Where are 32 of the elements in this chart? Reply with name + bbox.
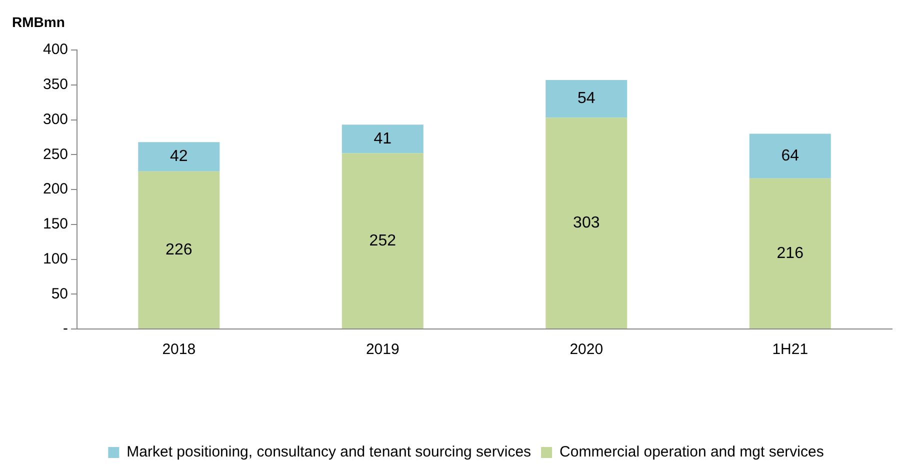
data-label: 226 [166, 241, 192, 258]
bar [749, 178, 831, 328]
legend-label: Commercial operation and mgt services [560, 444, 824, 461]
x-tick-label: 2019 [366, 341, 400, 358]
x-tick-label: 1H21 [772, 341, 808, 358]
bar [138, 171, 220, 328]
legend-label: Market positioning, consultancy and tenant sourcing services [126, 444, 532, 461]
y-tick-label: 50 [51, 285, 68, 302]
bar [546, 80, 628, 118]
bar [342, 153, 424, 328]
bar [749, 134, 831, 178]
data-label: 54 [577, 90, 596, 108]
y-tick-label: 300 [42, 110, 68, 128]
y-tick-label: 250 [42, 146, 68, 163]
bar [138, 142, 220, 172]
bar [342, 124, 424, 154]
y-tick-label: 150 [42, 216, 68, 233]
y-tick-label: 200 [42, 180, 68, 198]
data-label: 41 [374, 130, 392, 148]
y-tick-label: 100 [42, 250, 68, 268]
x-tick-label: 2020 [570, 341, 604, 358]
y-tick-label: - [63, 320, 68, 338]
data-label: 64 [781, 147, 800, 164]
y-tick-label: 400 [42, 41, 68, 58]
data-label: 252 [369, 232, 396, 250]
data-label: 216 [776, 244, 804, 262]
y-tick-label: 350 [42, 76, 68, 94]
y-axis-title: RMBmn [12, 14, 65, 30]
data-label: 303 [573, 214, 600, 232]
x-tick-label: 2018 [162, 341, 196, 358]
bar [546, 118, 628, 328]
data-label: 42 [170, 148, 188, 166]
